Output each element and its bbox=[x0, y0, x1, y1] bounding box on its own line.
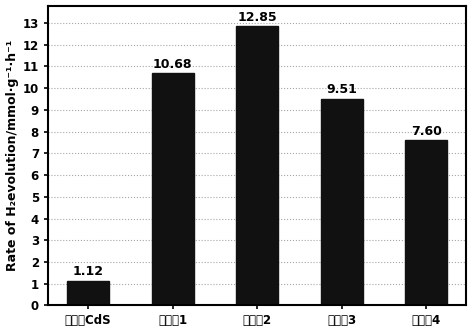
Bar bbox=[67, 281, 110, 305]
Bar bbox=[152, 73, 194, 305]
Text: 10.68: 10.68 bbox=[153, 58, 193, 71]
Text: 7.60: 7.60 bbox=[411, 125, 442, 138]
Text: 9.51: 9.51 bbox=[326, 83, 357, 96]
Text: 12.85: 12.85 bbox=[237, 11, 277, 24]
Text: 1.12: 1.12 bbox=[73, 265, 104, 278]
Y-axis label: Rate of H₂evolution/mmol·g⁻¹·h⁻¹: Rate of H₂evolution/mmol·g⁻¹·h⁻¹ bbox=[6, 40, 18, 271]
Bar bbox=[236, 26, 278, 305]
Bar bbox=[320, 99, 363, 305]
Bar bbox=[405, 140, 447, 305]
